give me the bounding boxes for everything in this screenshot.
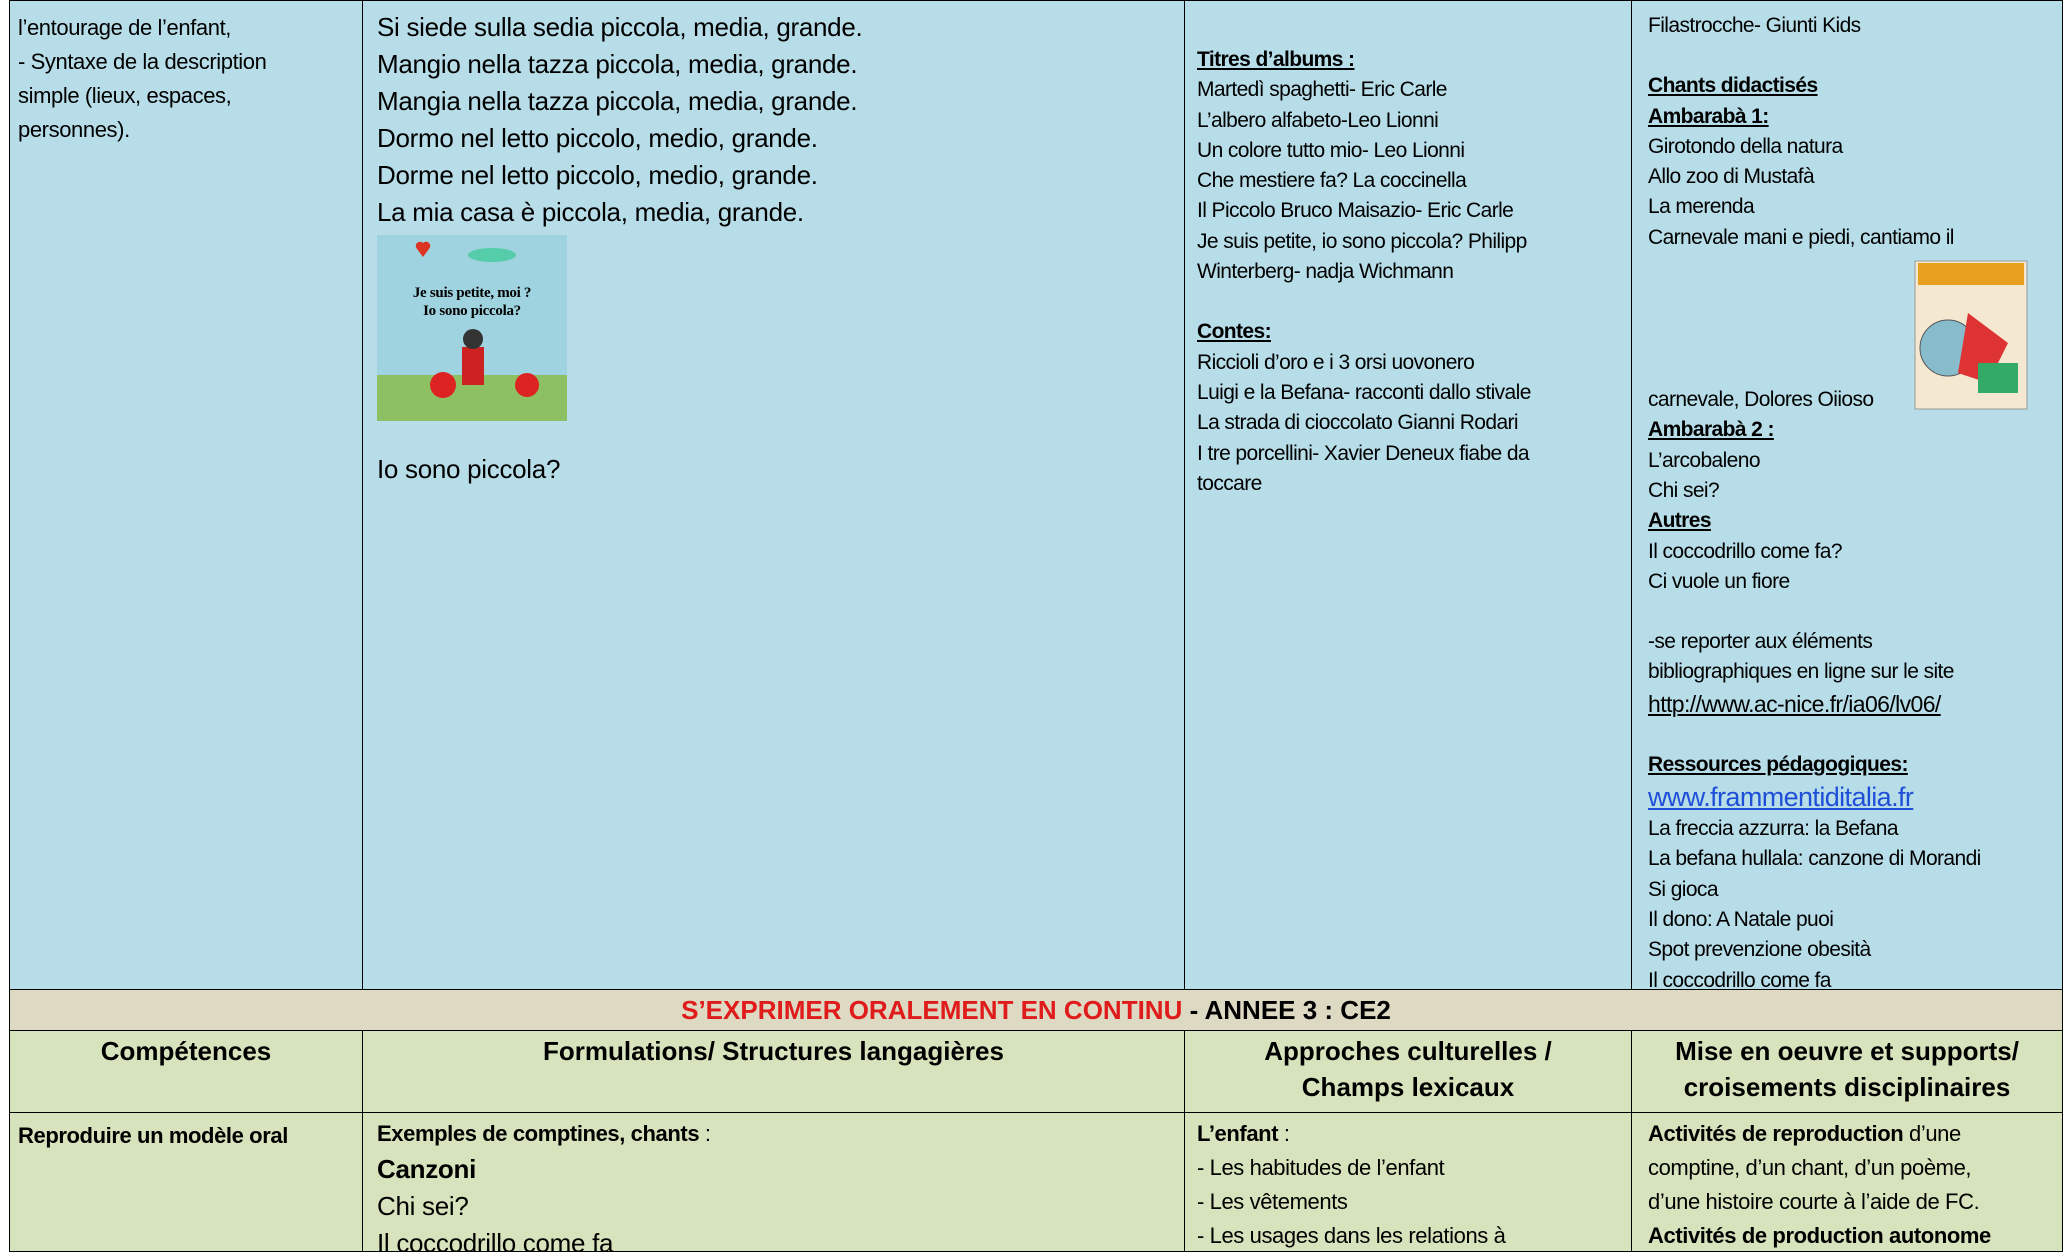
text-line: Allo zoo di Mustafà bbox=[1648, 165, 1815, 189]
section-heading: Ressources pédagogiques: bbox=[1648, 752, 1908, 776]
text-line: Ci vuole un fiore bbox=[1648, 569, 1790, 593]
cell-formulations: Si siede sulla sedia piccola, media, gra… bbox=[362, 0, 1185, 990]
text-line: La befana hullala: canzone di Morandi bbox=[1648, 847, 1981, 871]
text-line: - Syntaxe de la description bbox=[18, 49, 267, 74]
section-heading: Ambarabà 2 : bbox=[1648, 418, 1774, 442]
column-header: Mise en oeuvre et supports/ croisements … bbox=[1631, 1030, 2063, 1113]
bold-label: Activités de reproduction bbox=[1648, 1121, 1904, 1146]
text-line: L’arcobaleno bbox=[1648, 448, 1761, 472]
text-line: - Les habitudes de l’enfant bbox=[1197, 1155, 1445, 1180]
text-line: personnes). bbox=[18, 117, 130, 142]
section-subtitle: - ANNEE 3 : CE2 bbox=[1182, 995, 1391, 1025]
header-text: croisements disciplinaires bbox=[1683, 1072, 2011, 1102]
link[interactable]: www.frammentiditalia.fr bbox=[1648, 782, 1914, 813]
image-caption: Io sono piccola? bbox=[377, 454, 561, 484]
bold-label: L’enfant bbox=[1197, 1121, 1279, 1146]
text-line: Activités de reproduction d’une bbox=[1648, 1117, 2046, 1151]
section-heading: Contes: bbox=[1197, 320, 1272, 344]
column-header: Formulations/ Structures langagières bbox=[362, 1030, 1185, 1113]
text-line: Spot prevenzione obesità bbox=[1648, 938, 1871, 962]
book-cover: Je suis petite, moi ? Io sono piccola? bbox=[377, 235, 567, 421]
text-line: Je suis petite, io sono piccola? Philipp bbox=[1197, 229, 1527, 253]
text-line: Mangia nella tazza piccola, media, grand… bbox=[377, 86, 858, 116]
text-line: Dorme nel letto piccolo, medio, grande. bbox=[377, 160, 818, 190]
header-text: Champs lexicaux bbox=[1301, 1072, 1515, 1102]
text-line: simple (lieux, espaces, bbox=[18, 83, 232, 108]
text-line: Mangio nella tazza piccola, media, grand… bbox=[377, 49, 858, 79]
text-line: - Les usages dans les relations à bbox=[1197, 1223, 1506, 1248]
cd-cover bbox=[1914, 260, 2028, 410]
text-line: Chi sei? bbox=[377, 1191, 469, 1221]
section-heading: Canzoni bbox=[377, 1154, 477, 1184]
text-line: Reproduire un modèle oral bbox=[18, 1123, 288, 1148]
section-heading: Autres bbox=[1648, 509, 1712, 533]
text-line: Activités de production autonome bbox=[1648, 1223, 1991, 1248]
text-line: Winterberg- nadja Wichmann bbox=[1197, 260, 1454, 284]
cover-text: Je suis petite, moi ? bbox=[413, 285, 531, 301]
text-line: La merenda bbox=[1648, 195, 1755, 219]
cell-approches: L’enfant : - Les habitudes de l’enfant -… bbox=[1184, 1112, 1632, 1252]
text-line: Riccioli d’oro e i 3 orsi uovonero bbox=[1197, 350, 1475, 374]
link[interactable]: http://www.ac-nice.fr/ia06/lv06/ bbox=[1648, 690, 1941, 717]
text-line: Martedì spaghetti- Eric Carle bbox=[1197, 78, 1447, 102]
column-header: Approches culturelles / Champs lexicaux bbox=[1184, 1030, 1632, 1113]
section-heading: Ambarabà 1: bbox=[1648, 104, 1769, 128]
label-suffix: : bbox=[1278, 1121, 1290, 1146]
text-line: L’albero alfabeto-Leo Lionni bbox=[1197, 108, 1439, 132]
column-header: Compétences bbox=[9, 1030, 363, 1113]
text-line: Il coccodrillo come fa bbox=[1648, 968, 1831, 990]
text-line: Il coccodrillo come fa? bbox=[1648, 539, 1843, 563]
text-line: Luigi e la Befana- racconti dallo stival… bbox=[1197, 380, 1531, 404]
text-line: La strada di cioccolato Gianni Rodari bbox=[1197, 411, 1519, 435]
text-line: - Les vêtements bbox=[1197, 1189, 1348, 1214]
cell-competence: Reproduire un modèle oral bbox=[9, 1112, 363, 1252]
cell-formulations: Exemples de comptines, chants : Canzoni … bbox=[362, 1112, 1185, 1252]
header-text: Approches culturelles / bbox=[1264, 1036, 1552, 1066]
text-line: La freccia azzurra: la Befana bbox=[1648, 817, 1899, 841]
section-title: S’EXPRIMER ORALEMENT EN CONTINU bbox=[681, 995, 1183, 1025]
text-line: toccare bbox=[1197, 471, 1262, 495]
text-line: comptine, d’un chant, d’un poème, bbox=[1648, 1155, 1972, 1180]
text-line: Si gioca bbox=[1648, 877, 1719, 901]
text-line: Il dono: A Natale puoi bbox=[1648, 907, 1834, 931]
header-text: Compétences bbox=[100, 1036, 272, 1066]
text-line: -se reporter aux éléments bbox=[1648, 630, 1873, 654]
text-line: bibliographiques en ligne sur le site bbox=[1648, 660, 1954, 684]
section-heading: Titres d’albums : bbox=[1197, 48, 1355, 71]
text-line: Il Piccolo Bruco Maisazio- Eric Carle bbox=[1197, 199, 1514, 223]
cover-text: Io sono piccola? bbox=[423, 303, 521, 319]
text-line: Girotondo della natura bbox=[1648, 134, 1843, 158]
text-line: Il coccodrillo come fa bbox=[377, 1228, 614, 1252]
cell-supports: Filastrocche- Giunti Kids Chants didacti… bbox=[1631, 0, 2063, 990]
text-line: I tre porcellini- Xavier Deneux fiabe da bbox=[1197, 441, 1530, 465]
bold-label: Exemples de comptines, chants bbox=[377, 1121, 700, 1146]
label-suffix: d’une bbox=[1903, 1121, 1961, 1146]
text-line: L’enfant : bbox=[1197, 1117, 1619, 1151]
text-line: Un colore tutto mio- Leo Lionni bbox=[1197, 138, 1465, 162]
section-heading: Chants didactisés bbox=[1648, 74, 1818, 98]
header-text: Mise en oeuvre et supports/ bbox=[1675, 1036, 2019, 1066]
text-line: La mia casa è piccola, media, grande. bbox=[377, 197, 804, 227]
cell-supports: Activités de reproduction d’une comptine… bbox=[1631, 1112, 2063, 1252]
cell-approches: Titres d’albums : Martedì spaghetti- Eri… bbox=[1184, 0, 1632, 990]
text-line: Carnevale mani e piedi, cantiamo il bbox=[1648, 225, 1954, 249]
text-line: Filastrocche- Giunti Kids bbox=[1648, 14, 1861, 37]
text-line: Exemples de comptines, chants : bbox=[377, 1117, 1170, 1151]
text-line: Chi sei? bbox=[1648, 478, 1720, 502]
section-header: S’EXPRIMER ORALEMENT EN CONTINU - ANNEE … bbox=[9, 989, 2063, 1031]
text-line: Dormo nel letto piccolo, medio, grande. bbox=[377, 123, 818, 153]
header-text: Formulations/ Structures langagières bbox=[543, 1036, 1004, 1066]
text-line: Che mestiere fa? La coccinella bbox=[1197, 169, 1467, 193]
text-line: l’entourage de l’enfant, bbox=[18, 15, 232, 40]
text-line: carnevale, Dolores Oiioso bbox=[1648, 388, 1874, 412]
cell-competences: l’entourage de l’enfant, - Syntaxe de la… bbox=[9, 0, 363, 990]
text-line: d’une histoire courte à l’aide de FC. bbox=[1648, 1189, 1980, 1214]
label-suffix: : bbox=[699, 1121, 711, 1146]
text-line: Si siede sulla sedia piccola, media, gra… bbox=[377, 12, 863, 42]
